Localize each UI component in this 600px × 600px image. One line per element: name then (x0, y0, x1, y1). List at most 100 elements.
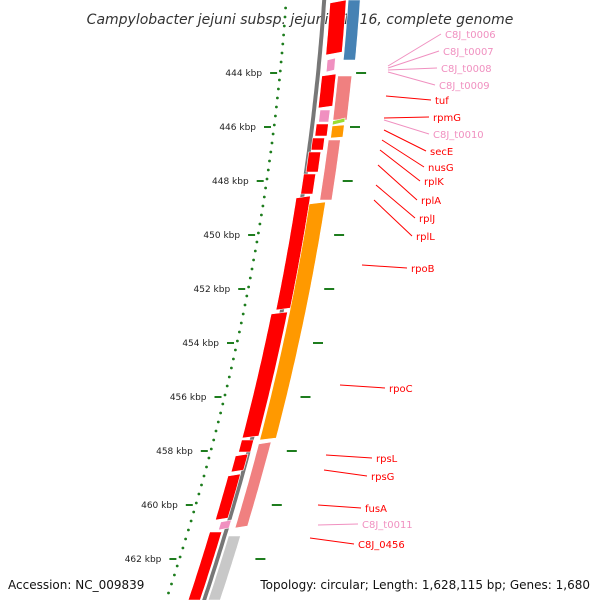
cds-block (314, 123, 329, 137)
gc-dot (236, 339, 239, 343)
gc-dot (248, 276, 252, 280)
leader-line (383, 119, 430, 135)
leader-line (361, 264, 408, 269)
gc-dot (170, 582, 173, 586)
cds-block (305, 151, 322, 173)
gc-dot (250, 267, 254, 271)
map-title: Campylobacter jejuni subsp. jejuni 81116… (87, 12, 514, 28)
gc-dot (200, 483, 203, 487)
cds-block (187, 531, 223, 600)
leader-line (323, 469, 368, 477)
gc-dot (241, 312, 245, 316)
cds-block (325, 0, 347, 56)
rna-block (318, 109, 331, 123)
leader-line (339, 384, 386, 389)
gc-dot (205, 465, 208, 469)
orange-block (330, 124, 345, 139)
leader-line (387, 67, 438, 71)
gc-dot (258, 222, 262, 226)
rna-block (325, 57, 336, 73)
gc-dot (187, 528, 190, 532)
gene-label: rplJ (419, 214, 435, 225)
gc-dot (173, 573, 176, 577)
tick-label: 460 kbp (141, 501, 178, 511)
gene-label: C8J_t0008 (441, 64, 492, 75)
gc-dot (216, 420, 220, 424)
gc-dot (232, 357, 235, 361)
gc-dot (209, 447, 213, 451)
leader-line (383, 116, 430, 119)
gene-label: rpoB (411, 264, 435, 275)
gc-dot (214, 429, 218, 433)
tick-label: 448 kbp (212, 177, 249, 187)
gc-dot (284, 6, 287, 10)
gc-dot (234, 348, 237, 352)
tick-marks: 444 kbp 446 kbp 448 kbp 450 kbp 452 kbp 454 k… (125, 69, 367, 565)
pink-block (319, 139, 341, 201)
gene-label: C8J_0456 (358, 540, 405, 551)
gene-label: fusA (365, 504, 387, 515)
gc-dot (167, 591, 170, 595)
feature-tracks (187, 0, 361, 600)
gc-dot (280, 51, 284, 55)
gc-dot (221, 402, 225, 406)
gc-dot (239, 321, 243, 325)
gc-dot (181, 546, 185, 550)
gc-dot (260, 213, 263, 217)
leader-line (387, 71, 436, 86)
leader-line (309, 537, 355, 545)
tick-label: 462 kbp (125, 555, 162, 565)
gc-dot (184, 537, 188, 541)
gc-dot (268, 159, 271, 163)
tick-label: 458 kbp (156, 447, 193, 457)
leader-line (317, 523, 359, 526)
leader-line (387, 33, 442, 67)
gene-label: C8J_t0011 (362, 520, 413, 531)
gc-dot (225, 384, 229, 388)
gc-dot (278, 69, 282, 73)
gc-dot (275, 105, 278, 109)
gc-dot (247, 285, 251, 289)
gc-dot (253, 249, 257, 253)
gc-dot (245, 294, 249, 298)
rna-block (217, 519, 232, 531)
gene-label: C8J_t0009 (439, 81, 490, 92)
gene-label: C8J_t0006 (445, 30, 496, 41)
gc-dot (279, 60, 283, 64)
gc-dot (283, 15, 287, 19)
leader-line (385, 95, 432, 101)
gc-dot (212, 438, 216, 442)
leader-line (379, 149, 421, 182)
gene-label: C8J_t0007 (443, 47, 494, 58)
gc-dot (189, 519, 193, 523)
leader-line (383, 129, 427, 152)
gc-dot (243, 303, 247, 307)
gc-dot (227, 375, 231, 379)
gc-dot (252, 258, 256, 262)
gc-dot (272, 123, 276, 127)
gc-dot (271, 132, 275, 136)
gc-dot (223, 393, 227, 397)
gc-dot (274, 114, 277, 118)
cds-block (300, 173, 317, 195)
leader-line (375, 184, 416, 219)
gene-label: rpsL (376, 454, 398, 465)
pink-block (332, 75, 353, 121)
gc-dot (202, 474, 206, 478)
gc-content-track (167, 6, 287, 595)
gene-label: rplL (416, 232, 435, 243)
gc-dot (261, 204, 265, 208)
cds-block (241, 311, 288, 439)
cds-block (230, 453, 249, 473)
tick-label: 444 kbp (225, 69, 262, 79)
gc-dot (281, 42, 285, 46)
gene-label: rplK (424, 177, 444, 188)
summary-text: Topology: circular; Length: 1,628,115 bp… (260, 578, 590, 592)
tick-label: 446 kbp (219, 123, 256, 133)
pink-block (234, 441, 272, 529)
gc-dot (270, 141, 274, 145)
gc-dot (265, 177, 269, 181)
leader-line (387, 50, 440, 69)
tick-label: 452 kbp (194, 285, 231, 295)
